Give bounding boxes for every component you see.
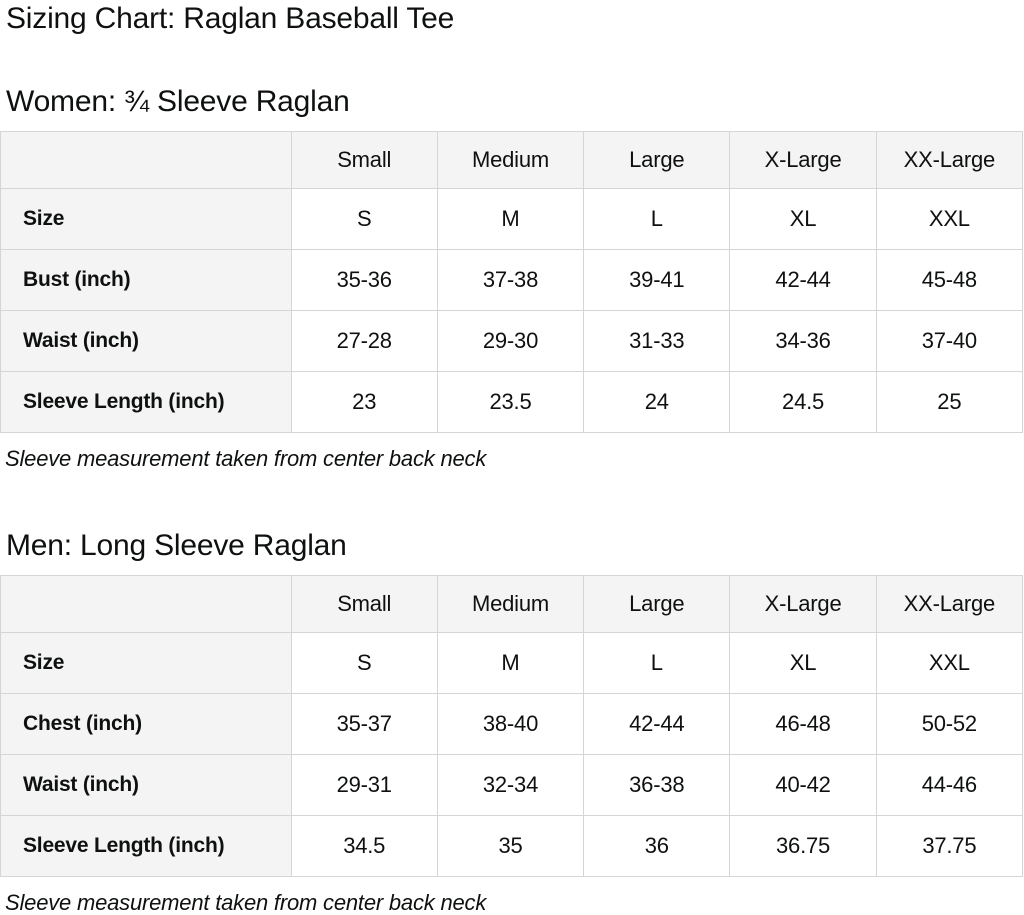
page-title: Sizing Chart: Raglan Baseball Tee — [6, 2, 455, 35]
column-header-x-large: X-Large — [729, 131, 877, 189]
sleeve-measurement-footnote: Sleeve measurement taken from center bac… — [5, 446, 487, 471]
row-label-size: Size — [0, 632, 292, 694]
cell-value: M — [436, 188, 585, 250]
table-row-waist: Waist (inch) 27-28 29-30 31-33 34-36 37-… — [0, 310, 1024, 372]
cell-value: 44-46 — [875, 754, 1024, 816]
cell-value: 29-31 — [290, 754, 438, 816]
table-row-size: Size S M L XL XXL — [0, 188, 1024, 250]
cell-value: 37-40 — [875, 310, 1024, 372]
empty-header-cell — [0, 131, 292, 189]
cell-value: 39-41 — [583, 249, 731, 311]
cell-value: 34-36 — [729, 310, 877, 372]
cell-value: 32-34 — [436, 754, 585, 816]
cell-value: 37-38 — [436, 249, 585, 311]
section-heading-men: Men: Long Sleeve Raglan — [6, 529, 347, 562]
cell-value: 23 — [290, 371, 438, 433]
cell-value: 36 — [583, 815, 731, 877]
cell-value: 24 — [583, 371, 731, 433]
cell-value: 40-42 — [729, 754, 877, 816]
table-row-bust: Bust (inch) 35-36 37-38 39-41 42-44 45-4… — [0, 249, 1024, 311]
cell-value: 42-44 — [583, 693, 731, 755]
cell-value: 31-33 — [583, 310, 731, 372]
column-header-medium: Medium — [436, 131, 585, 189]
cell-value: 35 — [436, 815, 585, 877]
row-label-sleeve-length: Sleeve Length (inch) — [0, 371, 292, 433]
column-header-medium: Medium — [436, 575, 585, 633]
cell-value: XXL — [875, 188, 1024, 250]
cell-value: 27-28 — [290, 310, 438, 372]
row-label-chest: Chest (inch) — [0, 693, 292, 755]
row-label-bust: Bust (inch) — [0, 249, 292, 311]
column-header-xx-large: XX-Large — [875, 575, 1024, 633]
table-row-sleeve-length: Sleeve Length (inch) 34.5 35 36 36.75 37… — [0, 815, 1024, 877]
cell-value: L — [583, 188, 731, 250]
column-header-small: Small — [290, 131, 438, 189]
cell-value: S — [290, 632, 438, 694]
table-row-chest: Chest (inch) 35-37 38-40 42-44 46-48 50-… — [0, 693, 1024, 755]
table-header-row: Small Medium Large X-Large XX-Large — [0, 575, 1024, 633]
row-label-sleeve-length: Sleeve Length (inch) — [0, 815, 292, 877]
cell-value: 37.75 — [875, 815, 1024, 877]
cell-value: XL — [729, 632, 877, 694]
column-header-large: Large — [583, 131, 731, 189]
cell-value: 42-44 — [729, 249, 877, 311]
column-header-x-large: X-Large — [729, 575, 877, 633]
row-label-waist: Waist (inch) — [0, 310, 292, 372]
column-header-large: Large — [583, 575, 731, 633]
table-row-waist: Waist (inch) 29-31 32-34 36-38 40-42 44-… — [0, 754, 1024, 816]
table-header-row: Small Medium Large X-Large XX-Large — [0, 131, 1024, 189]
cell-value: 45-48 — [875, 249, 1024, 311]
cell-value: 29-30 — [436, 310, 585, 372]
cell-value: 23.5 — [436, 371, 585, 433]
table-row-sleeve-length: Sleeve Length (inch) 23 23.5 24 24.5 25 — [0, 371, 1024, 433]
cell-value: 46-48 — [729, 693, 877, 755]
table-row-size: Size S M L XL XXL — [0, 632, 1024, 694]
cell-value: S — [290, 188, 438, 250]
men-sizing-table: Small Medium Large X-Large XX-Large Size… — [0, 575, 1024, 877]
cell-value: M — [436, 632, 585, 694]
cell-value: 34.5 — [290, 815, 438, 877]
column-header-small: Small — [290, 575, 438, 633]
cell-value: 35-36 — [290, 249, 438, 311]
cell-value: XXL — [875, 632, 1024, 694]
column-header-xx-large: XX-Large — [875, 131, 1024, 189]
cell-value: 36.75 — [729, 815, 877, 877]
section-heading-women: Women: ¾ Sleeve Raglan — [6, 85, 350, 118]
row-label-size: Size — [0, 188, 292, 250]
sleeve-measurement-footnote: Sleeve measurement taken from center bac… — [5, 890, 487, 915]
row-label-waist: Waist (inch) — [0, 754, 292, 816]
cell-value: 36-38 — [583, 754, 731, 816]
cell-value: XL — [729, 188, 877, 250]
cell-value: 25 — [875, 371, 1024, 433]
cell-value: 38-40 — [436, 693, 585, 755]
cell-value: 24.5 — [729, 371, 877, 433]
cell-value: 50-52 — [875, 693, 1024, 755]
women-sizing-table: Small Medium Large X-Large XX-Large Size… — [0, 131, 1024, 433]
cell-value: L — [583, 632, 731, 694]
empty-header-cell — [0, 575, 292, 633]
cell-value: 35-37 — [290, 693, 438, 755]
